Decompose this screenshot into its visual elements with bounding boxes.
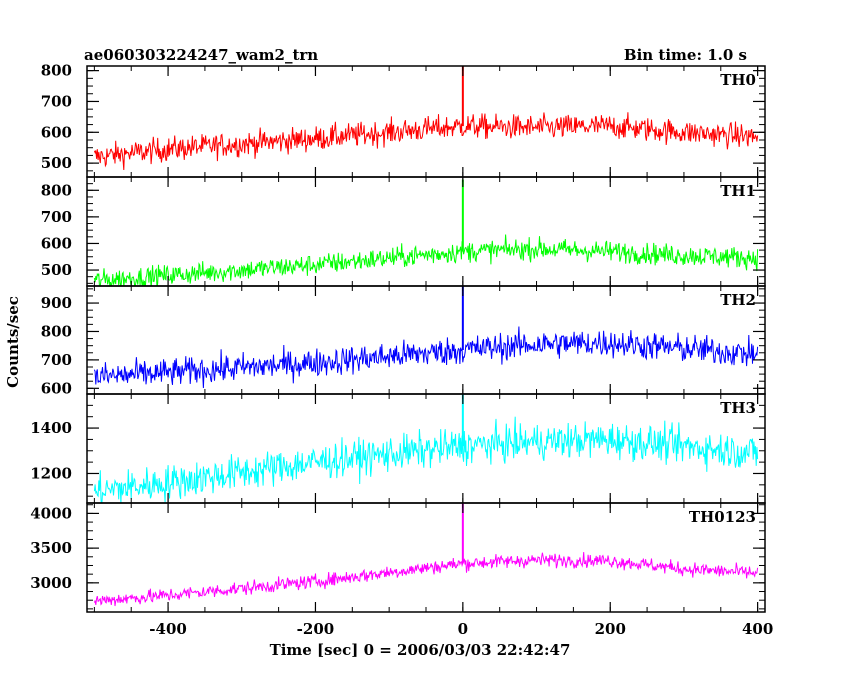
chart-title: ae060303224247_wam2_trn <box>84 46 318 64</box>
x-tick-label: 200 <box>595 620 626 638</box>
y-tick-label: 700 <box>41 351 72 369</box>
panel-label-th1: TH1 <box>720 182 756 200</box>
panels-group: TH0 500 600 700 800 TH1 500 600 700 800 TH2 600 700 8… <box>30 62 773 638</box>
y-tick-label: 600 <box>41 379 72 397</box>
y-tick-label: 900 <box>41 294 72 312</box>
x-tick-label: -400 <box>149 620 187 638</box>
panel-label-th3: TH3 <box>720 399 756 417</box>
y-tick-label: 600 <box>41 234 72 252</box>
x-tick-label: -200 <box>297 620 335 638</box>
x-tick-label: 400 <box>742 620 773 638</box>
y-tick-label: 3500 <box>30 539 72 557</box>
y-tick-label: 800 <box>41 181 72 199</box>
series-line-th2 <box>93 326 759 389</box>
y-tick-label: 800 <box>41 322 72 340</box>
series-line-th1 <box>93 234 759 286</box>
panel-frame-th1 <box>86 176 766 287</box>
y-tick-label: 700 <box>41 92 72 110</box>
y-tick-label: 500 <box>41 154 72 172</box>
y-tick-label: 1400 <box>30 419 72 437</box>
panel-label-th0: TH0 <box>720 71 756 89</box>
series-line-th0123 <box>93 552 759 607</box>
bin-time-label: Bin time: 1.0 s <box>624 46 747 64</box>
y-tick-label: 500 <box>41 261 72 279</box>
y-tick-label: 800 <box>41 62 72 80</box>
y-tick-label: 700 <box>41 208 72 226</box>
y-tick-label: 1200 <box>30 464 72 482</box>
y-tick-label: 600 <box>41 123 72 141</box>
panel-label-th2: TH2 <box>720 291 756 309</box>
y-tick-label: 3000 <box>30 574 72 592</box>
panel-label-th0123: TH0123 <box>689 508 756 526</box>
series-line-th0 <box>93 112 759 171</box>
x-tick-label: 0 <box>458 620 468 638</box>
series-line-th3 <box>93 416 759 503</box>
y-tick-label: 4000 <box>30 504 72 522</box>
y-axis-label: Counts/sec <box>4 296 22 388</box>
x-axis-label: Time [sec] 0 = 2006/03/03 22:42:47 <box>270 641 571 659</box>
